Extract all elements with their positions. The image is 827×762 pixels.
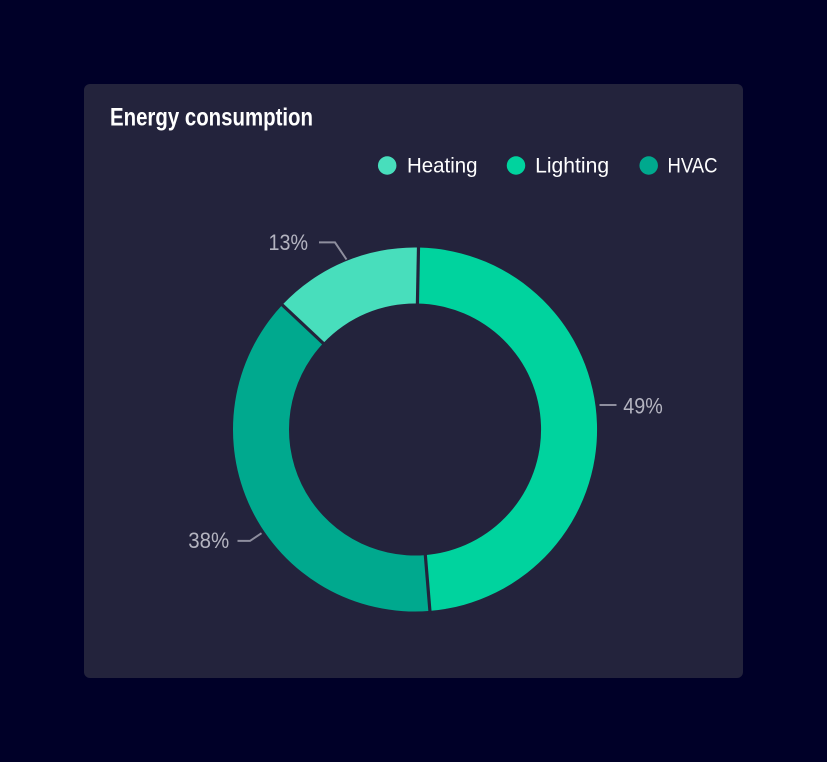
svg-text:13%: 13%: [269, 230, 309, 255]
svg-text:Energy consumption: Energy consumption: [110, 104, 313, 132]
svg-text:Lighting: Lighting: [535, 154, 609, 177]
svg-text:HVAC: HVAC: [668, 154, 718, 177]
svg-text:38%: 38%: [188, 528, 229, 553]
svg-text:49%: 49%: [623, 394, 663, 419]
svg-text:Heating: Heating: [407, 154, 478, 177]
